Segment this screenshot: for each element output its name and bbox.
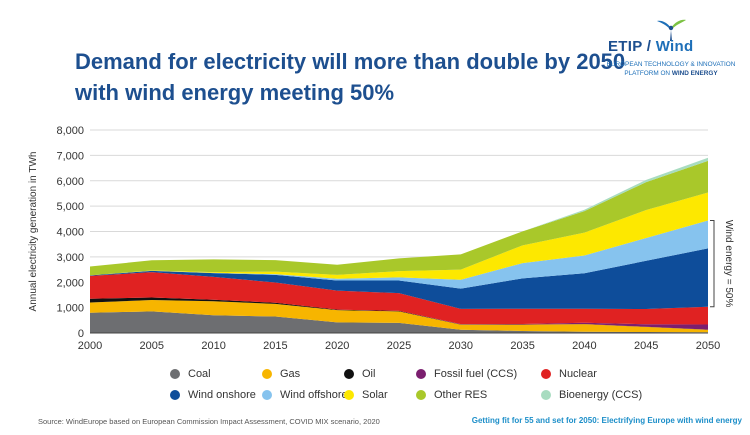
x-tick-label: 2010 [201, 340, 225, 352]
legend-label: Gas [280, 368, 301, 380]
area-coal [90, 311, 708, 333]
legend-label: Coal [188, 368, 211, 380]
legend-label: Oil [362, 368, 376, 380]
legend-item: Wind offshore [262, 389, 348, 401]
x-tick-label: 2005 [140, 340, 164, 352]
wind-bracket-label: Wind energy = 50% [723, 220, 734, 308]
logo-tagline: European Technology & Innovation Platfor… [606, 61, 736, 77]
y-tick-label: 6,000 [56, 176, 84, 188]
area-wind-offshore [90, 220, 708, 289]
legend-label: Wind onshore [188, 389, 256, 401]
logo-name: ETIP / Wind [608, 38, 694, 55]
x-tick-label: 2000 [78, 340, 102, 352]
wind-bracket [710, 219, 715, 308]
legend-label: Solar [362, 389, 388, 401]
wind-turbine-icon [657, 19, 686, 41]
legend-swatch [344, 369, 354, 379]
x-tick-label: 2030 [449, 340, 473, 352]
y-axis-label: Annual electricity generation in TWh [28, 152, 39, 312]
legend-label: Nuclear [559, 368, 597, 380]
legend-label: Bioenergy (CCS) [559, 389, 643, 401]
footer-caption: Getting fit for 55 and set for 2050: Ele… [471, 416, 742, 425]
logo: ETIP / Wind European Technology & Innova… [596, 14, 746, 84]
area-nuclear [90, 272, 708, 325]
y-tick-label: 1,000 [56, 303, 84, 315]
area-fossil-fuel-ccs [90, 297, 708, 330]
area-wind-onshore [90, 248, 708, 310]
y-tick-label: 2,000 [56, 277, 84, 289]
x-tick-label: 2040 [572, 340, 596, 352]
legend-item: Wind onshore [170, 389, 262, 401]
source-note: Source: WindEurope based on European Com… [38, 417, 380, 426]
legend-swatch [262, 369, 272, 379]
legend-item: Gas [262, 368, 344, 380]
x-tick-label: 2025 [387, 340, 411, 352]
area-solar [90, 192, 708, 280]
y-tick-label: 8,000 [56, 125, 84, 137]
legend-swatch [416, 369, 426, 379]
legend-swatch [416, 390, 426, 400]
legend: Coal Gas Oil Fossil fuel (CCS) Nuclear Wind o… [170, 368, 642, 401]
x-tick-label: 2045 [634, 340, 658, 352]
legend-item: Other RES [416, 389, 541, 401]
x-tick-label: 2050 [696, 340, 720, 352]
y-tick-label: 3,000 [56, 252, 84, 264]
y-tick-label: 4,000 [56, 227, 84, 239]
legend-label: Fossil fuel (CCS) [434, 368, 518, 380]
stacked-area-chart: 0 1,000 2,000 3,000 4,000 5,000 6,000 7,000 8,00… [28, 125, 734, 352]
page-title: Demand for electricity will more than do… [75, 49, 626, 105]
legend-item: Oil [344, 368, 416, 380]
legend-swatch [262, 390, 272, 400]
legend-item: Bioenergy (CCS) [541, 389, 642, 401]
x-tick-label: 2020 [325, 340, 349, 352]
legend-swatch [541, 369, 551, 379]
area-gas [90, 300, 708, 333]
legend-label: Wind offshore [280, 389, 348, 401]
legend-swatch [170, 369, 180, 379]
x-tick-label: 2015 [263, 340, 287, 352]
area-other-res [90, 160, 708, 276]
legend-swatch [541, 390, 551, 400]
legend-swatch [344, 390, 354, 400]
legend-label: Other RES [434, 389, 488, 401]
legend-item: Nuclear [541, 368, 631, 380]
y-tick-label: 7,000 [56, 150, 84, 162]
legend-item: Coal [170, 368, 262, 380]
y-tick-label: 0 [78, 328, 84, 340]
x-tick-label: 2035 [510, 340, 534, 352]
y-tick-label: 5,000 [56, 201, 84, 213]
legend-item: Solar [344, 389, 416, 401]
legend-swatch [170, 390, 180, 400]
legend-item: Fossil fuel (CCS) [416, 368, 541, 380]
